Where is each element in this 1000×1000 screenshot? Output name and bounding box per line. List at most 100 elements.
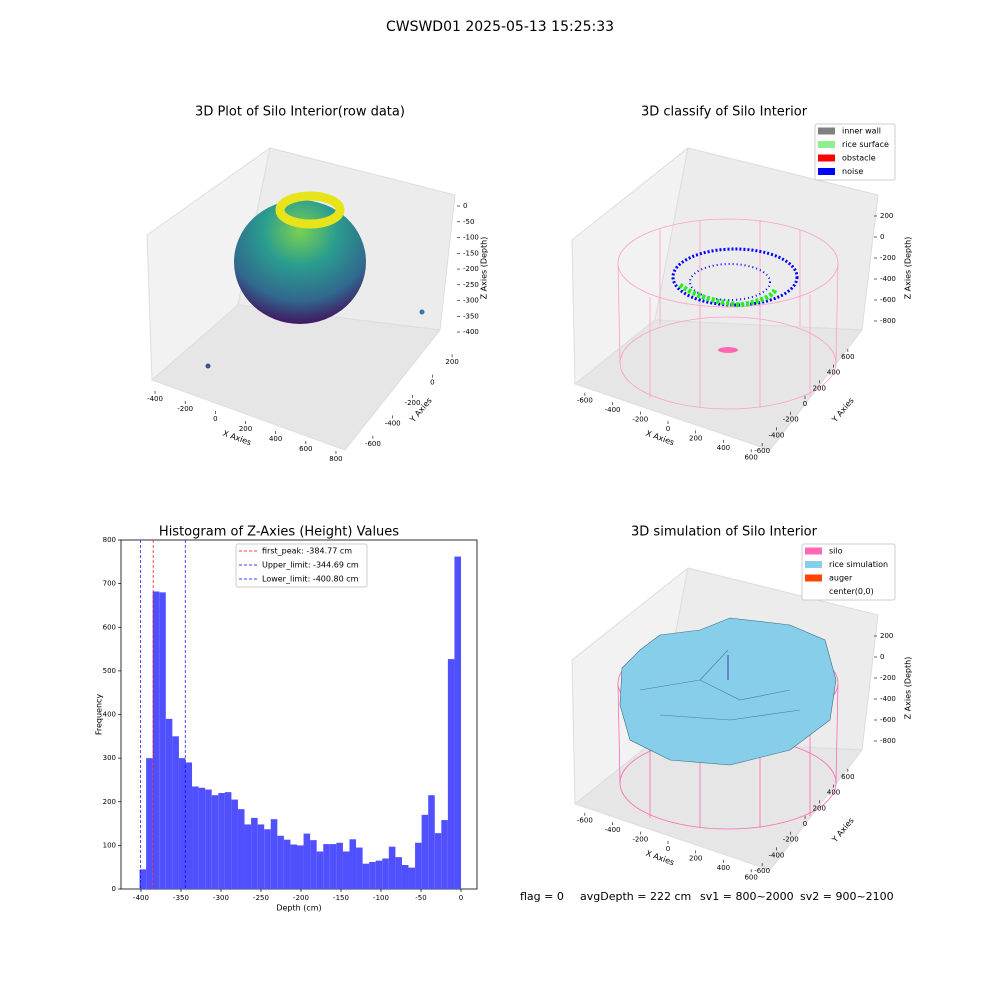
x-tick-label: -200 bbox=[632, 416, 648, 424]
bar bbox=[434, 833, 442, 889]
y-tick-label: 200 bbox=[813, 804, 826, 812]
legend-swatch bbox=[818, 127, 835, 135]
y-tick-label: -600 bbox=[754, 867, 770, 875]
bar bbox=[277, 835, 284, 889]
y-tick-label: -400 bbox=[768, 851, 784, 859]
legend-box bbox=[814, 123, 896, 181]
y-tick-label: 100 bbox=[103, 841, 116, 849]
bar bbox=[454, 556, 461, 889]
bar bbox=[283, 839, 291, 889]
bar bbox=[185, 762, 193, 889]
bar bbox=[198, 787, 206, 889]
z-tick-label: 200 bbox=[880, 212, 893, 220]
bar bbox=[336, 842, 343, 889]
y-tick-label: 400 bbox=[827, 369, 840, 377]
chart-title: Histogram of Z-Axies (Height) Values bbox=[159, 525, 399, 540]
bar bbox=[408, 867, 416, 889]
legend-label: Lower_limit: -400.80 cm bbox=[262, 575, 359, 584]
chart-title: 3D classify of Silo Interior bbox=[641, 105, 808, 120]
x-tick-label: -200 bbox=[293, 894, 309, 902]
bar bbox=[401, 865, 409, 889]
z-axis-label: Z Axies (Depth) bbox=[904, 237, 913, 300]
y-tick-label: 300 bbox=[103, 754, 116, 762]
bar bbox=[329, 844, 337, 889]
x-axis-label: X Axies bbox=[645, 849, 676, 868]
bar bbox=[244, 824, 252, 889]
z-tick-label: -150 bbox=[463, 249, 479, 257]
bar bbox=[146, 758, 153, 889]
x-tick-label: -400 bbox=[605, 406, 621, 414]
z-tick-label: -100 bbox=[463, 234, 479, 242]
z-tick-label: -250 bbox=[463, 281, 479, 289]
bar bbox=[342, 851, 350, 889]
bar bbox=[172, 736, 179, 889]
legend-label: noise bbox=[842, 167, 863, 176]
y-tick-label: 0 bbox=[430, 379, 434, 387]
figure-title: CWSWD01 2025-05-13 15:25:33 bbox=[386, 19, 614, 35]
footer-text: sv2 = 900~2100 bbox=[800, 890, 894, 903]
z-tick-label: 200 bbox=[880, 632, 893, 640]
y-tick-label: -600 bbox=[754, 447, 770, 455]
y-tick-label: -600 bbox=[365, 440, 381, 448]
z-tick-label: -50 bbox=[463, 218, 474, 226]
x-tick-label: 200 bbox=[239, 425, 252, 433]
y-tick-label: 800 bbox=[103, 536, 116, 544]
y-tick-label: 700 bbox=[103, 580, 116, 588]
x-axis-label: Depth (cm) bbox=[276, 904, 321, 913]
footer-text: sv1 = 800~2000 bbox=[700, 890, 794, 903]
x-tick-label: -300 bbox=[213, 894, 229, 902]
pane-group bbox=[571, 146, 879, 451]
z-axis-label: Z Axies (Depth) bbox=[480, 237, 489, 300]
z-tick-label: -600 bbox=[880, 296, 896, 304]
x-tick-label: -600 bbox=[577, 397, 593, 405]
legend-label: obstacle bbox=[842, 154, 876, 163]
bar bbox=[218, 793, 225, 889]
bar bbox=[297, 845, 304, 889]
bar bbox=[224, 792, 232, 889]
bar bbox=[205, 789, 212, 889]
x-tick-label: -150 bbox=[333, 894, 349, 902]
z-tick-label: -300 bbox=[463, 297, 479, 305]
bar bbox=[441, 820, 448, 889]
bar bbox=[415, 842, 422, 889]
x-tick-label: 600 bbox=[299, 445, 312, 453]
x-tick-label: 400 bbox=[269, 435, 282, 443]
x-tick-label: -200 bbox=[632, 836, 648, 844]
x-tick-label: 0 bbox=[666, 845, 670, 853]
y-tick-label: 500 bbox=[103, 667, 116, 675]
bar bbox=[323, 844, 330, 889]
z-tick-label: -200 bbox=[880, 254, 896, 262]
y-tick-label: 200 bbox=[813, 384, 826, 392]
legend-swatch bbox=[805, 561, 822, 568]
z-tick-label: -400 bbox=[880, 275, 896, 283]
y-axis-label: Frequency bbox=[95, 694, 104, 736]
bar bbox=[290, 844, 297, 889]
bar bbox=[231, 799, 238, 889]
bar bbox=[375, 860, 383, 889]
y-tick-label: -200 bbox=[783, 836, 799, 844]
z-tick-label: -200 bbox=[880, 674, 896, 682]
z-tick-label: 0 bbox=[880, 653, 884, 661]
legend-swatch bbox=[805, 574, 822, 582]
y-tick-label: 0 bbox=[112, 885, 116, 893]
x-tick-label: 400 bbox=[717, 444, 730, 452]
y-tick-label: 400 bbox=[103, 711, 116, 719]
bar bbox=[178, 758, 186, 889]
bar bbox=[310, 840, 317, 889]
x-tick-label: -100 bbox=[373, 894, 389, 902]
legend-label: auger bbox=[829, 574, 853, 583]
y-tick-label: -400 bbox=[768, 431, 784, 439]
x-tick-label: 600 bbox=[744, 873, 757, 881]
x-tick-label: 0 bbox=[213, 415, 217, 423]
bar bbox=[192, 786, 199, 889]
bar bbox=[251, 817, 258, 889]
pane-group bbox=[146, 146, 456, 451]
legend-swatch bbox=[818, 168, 835, 175]
bar bbox=[159, 592, 166, 889]
y-axis-label: Y Axies bbox=[830, 396, 856, 425]
bar bbox=[316, 851, 324, 889]
z-tick-label: -200 bbox=[463, 265, 479, 273]
pane-group bbox=[571, 566, 879, 871]
y-tick-label: 600 bbox=[841, 353, 854, 361]
legend-label: center(0,0) bbox=[829, 587, 874, 596]
